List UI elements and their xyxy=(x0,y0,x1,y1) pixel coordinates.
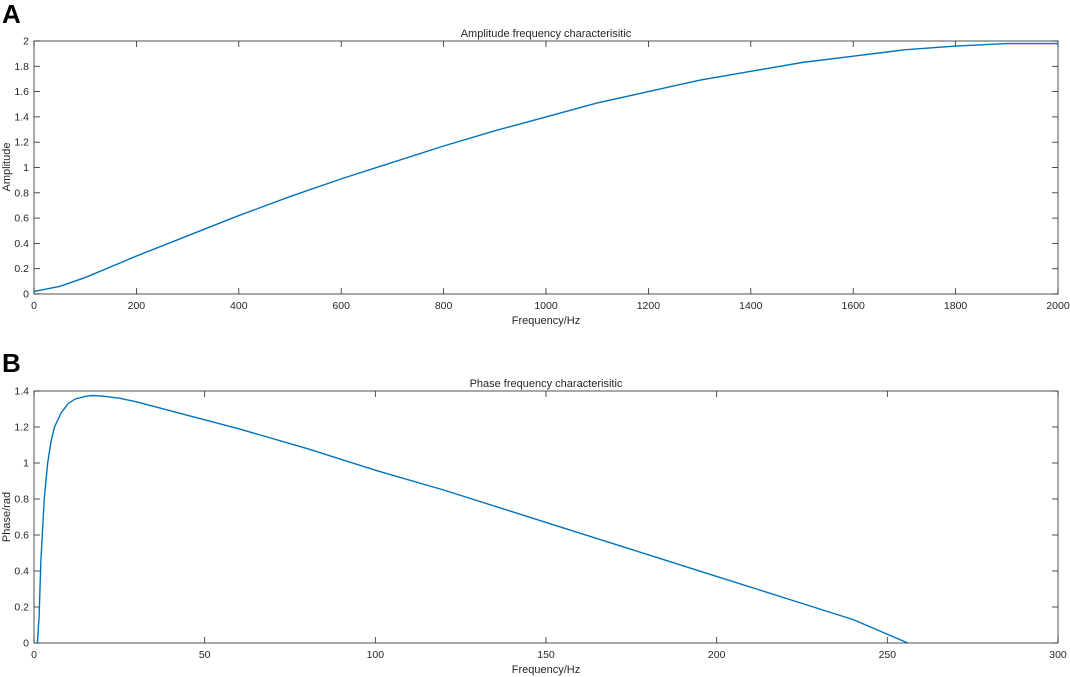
panel-b: B Phase frequency characterisitic Freque… xyxy=(1,348,1067,676)
x-ticks-b: 0 50 100 150 200 250 300 xyxy=(31,391,1067,661)
y-tick-label-a: 1.8 xyxy=(14,61,29,73)
x-tick-label-a: 1200 xyxy=(637,300,661,312)
y-tick-label-a: 1.4 xyxy=(14,111,29,123)
y-tick-label-b: 1.2 xyxy=(14,422,29,434)
y-tick-label-a: 0.6 xyxy=(14,213,29,225)
series-a xyxy=(33,42,1058,293)
series-line-b xyxy=(36,394,909,644)
y-tick-label-a: 0.2 xyxy=(14,263,29,275)
y-ticks-a: 0 0.2 0.4 0.6 0.8 1 1.2 1.4 1.6 1.8 2 xyxy=(14,36,1058,301)
y-tick-label-a: 1 xyxy=(23,162,29,174)
x-tick-label-b: 150 xyxy=(537,649,555,661)
y-tick-label-a: 1.2 xyxy=(14,137,29,149)
series-b xyxy=(36,394,909,644)
x-axis-title-b: Frequency/Hz xyxy=(512,664,580,676)
panel-a: A Amplitude frequency characterisitic Fr… xyxy=(1,0,1070,327)
y-tick-label-a: 0.8 xyxy=(14,187,29,199)
x-tick-label-a: 1600 xyxy=(842,300,866,312)
y-tick-label-b: 0.4 xyxy=(14,566,29,578)
y-ticks-b: 0 0.2 0.4 0.6 0.8 1 1.2 1.4 xyxy=(14,386,1058,650)
plot-title-a: Amplitude frequency characterisitic xyxy=(461,28,632,40)
y-tick-label-a: 1.6 xyxy=(14,86,29,98)
x-tick-label-b: 50 xyxy=(199,649,211,661)
x-tick-label-a: 200 xyxy=(128,300,146,312)
y-tick-label-a: 0 xyxy=(23,289,29,301)
y-tick-label-a: 2 xyxy=(23,36,29,48)
y-tick-label-b: 0.8 xyxy=(14,494,29,506)
x-tick-label-a: 400 xyxy=(230,300,248,312)
x-tick-label-b: 0 xyxy=(31,649,37,661)
x-tick-label-a: 800 xyxy=(435,300,453,312)
y-tick-label-b: 1 xyxy=(23,458,29,470)
y-axis-title-a: Amplitude xyxy=(1,143,13,192)
x-tick-label-a: 2000 xyxy=(1046,300,1070,312)
y-tick-label-a: 0.4 xyxy=(14,238,29,250)
x-tick-label-b: 300 xyxy=(1049,649,1067,661)
x-tick-label-a: 1400 xyxy=(739,300,763,312)
x-tick-label-a: 0 xyxy=(31,300,37,312)
plot-frame-a xyxy=(33,40,1059,295)
y-tick-label-b: 0 xyxy=(23,638,29,650)
plot-frame-b xyxy=(33,390,1059,644)
panel-label-a: A xyxy=(2,0,21,29)
panel-label-b: B xyxy=(2,348,21,378)
y-tick-label-b: 0.6 xyxy=(14,530,29,542)
y-tick-label-b: 0.2 xyxy=(14,602,29,614)
x-tick-label-b: 100 xyxy=(367,649,385,661)
plot-title-b: Phase frequency characterisitic xyxy=(470,378,623,390)
x-tick-label-b: 250 xyxy=(879,649,897,661)
x-tick-label-a: 1000 xyxy=(534,300,558,312)
x-tick-label-b: 200 xyxy=(708,649,726,661)
y-axis-title-b: Phase/rad xyxy=(1,492,13,542)
x-tick-label-a: 1800 xyxy=(944,300,968,312)
x-axis-title-a: Frequency/Hz xyxy=(512,315,580,327)
y-tick-label-b: 1.4 xyxy=(14,386,29,398)
x-tick-label-a: 600 xyxy=(332,300,350,312)
series-line-a xyxy=(33,42,1058,293)
x-ticks-a: 0 200 400 600 800 1000 1200 1400 1600 1800 2000 xyxy=(31,41,1070,312)
